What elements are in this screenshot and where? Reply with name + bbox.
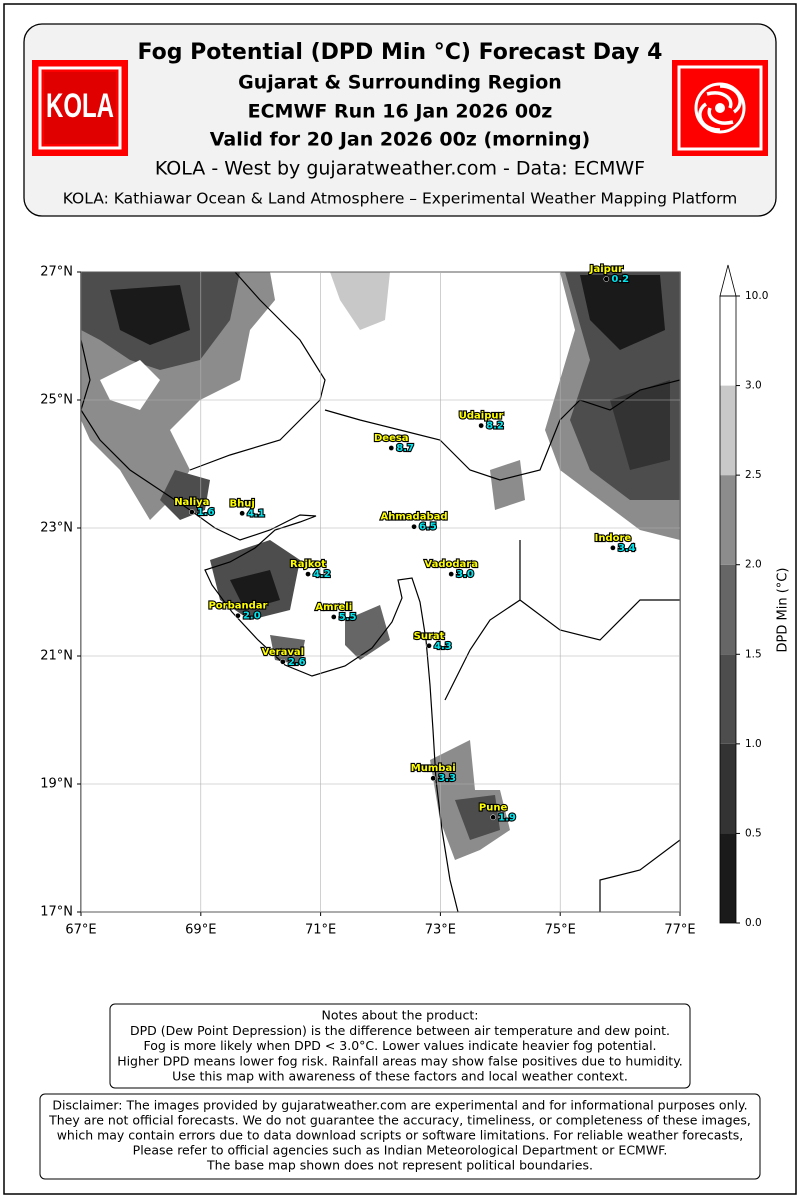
- city-value: 4.2: [313, 569, 331, 580]
- colorbar-bin: [720, 743, 736, 834]
- city-value: 5.5: [339, 612, 357, 623]
- colorbar-frame: [719, 295, 737, 924]
- city-name: Rajkot: [290, 559, 326, 570]
- colorbar-tick-label: 1.0: [745, 738, 762, 750]
- city-dot: [448, 571, 455, 577]
- colorbar-bin: [720, 654, 736, 744]
- platform: KOLA: Kathiawar Ocean & Land Atmosphere …: [63, 190, 738, 208]
- colorbar-bin: [720, 833, 736, 923]
- city-value: 8.7: [396, 443, 414, 454]
- x-tick-label: 75°E: [545, 923, 576, 938]
- colorbar-tick-label: 2.5: [745, 469, 762, 481]
- city-dot: [430, 775, 437, 782]
- city-dot: [239, 510, 245, 517]
- y-tick-label: 21°N: [40, 649, 73, 664]
- city-name: Udaipur: [459, 411, 504, 422]
- x-tick-label: 67°E: [65, 923, 96, 938]
- city-dot: [330, 614, 337, 620]
- city-value: 6.5: [419, 522, 437, 533]
- city-value: 3.0: [456, 569, 474, 580]
- x-tick-label: 71°E: [305, 923, 336, 938]
- colorbar-label: DPD Min (°C): [776, 568, 791, 653]
- right-logo: [672, 60, 768, 156]
- x-tick-label: 69°E: [185, 923, 216, 938]
- note-line: DPD (Dew Point Depression) is the differ…: [130, 1023, 670, 1038]
- city-name: Amreli: [315, 602, 352, 613]
- city-value: 8.2: [486, 421, 504, 432]
- disclaimer-box: [39, 1093, 761, 1180]
- note-line: Notes about the product:: [322, 1008, 479, 1023]
- city-dot: [388, 445, 395, 451]
- city-name: Mumbai: [411, 763, 456, 774]
- city-value: 3.4: [618, 543, 636, 554]
- disclaimer-line: Disclaimer: The images provided by gujar…: [52, 1098, 747, 1113]
- x-tick-label: 73°E: [425, 923, 456, 938]
- city-name: Indore: [595, 533, 632, 544]
- city-name: Pune: [479, 802, 508, 813]
- colorbar-tick-label: 0.0: [745, 917, 762, 929]
- fog-shading: [81, 272, 680, 912]
- city-dot: [490, 814, 496, 821]
- colorbar-bin: [720, 475, 736, 565]
- city-value: 2.6: [288, 657, 306, 668]
- note-line: Fog is more likely when DPD < 3.0°C. Low…: [143, 1038, 656, 1053]
- colorbar-bin: [720, 296, 736, 386]
- subtitle: ECMWF Run 16 Jan 2026 00z: [248, 101, 553, 123]
- colorbar-tick-label: 2.0: [745, 559, 762, 571]
- credit: KOLA - West by gujaratweather.com - Data…: [155, 158, 645, 180]
- city-value: 1.9: [498, 812, 516, 823]
- city-dot: [426, 642, 432, 649]
- city-dot: [305, 571, 311, 577]
- city-value: 3.3: [438, 773, 456, 784]
- city-dot: [188, 509, 195, 515]
- city-name: Deesa: [374, 433, 409, 444]
- disclaimer-line: Please refer to official agencies such a…: [133, 1143, 668, 1158]
- header-box: [23, 23, 777, 217]
- colorbar-tick-label: 1.5: [745, 648, 762, 660]
- city-dot: [478, 422, 484, 429]
- city-value: 1.6: [197, 507, 215, 518]
- y-tick-label: 25°N: [40, 393, 73, 408]
- note-line: Higher DPD means lower fog risk. Rainfal…: [117, 1053, 683, 1068]
- city-dot: [235, 612, 241, 619]
- notes-box: [109, 1003, 691, 1089]
- city-dot: [280, 658, 286, 665]
- city-value: 4.1: [247, 508, 265, 519]
- city-value: 4.3: [434, 641, 452, 652]
- city-name: Vadodara: [424, 559, 478, 570]
- colorbar-bin: [720, 564, 736, 655]
- y-tick-label: 19°N: [40, 777, 73, 792]
- title: Fog Potential (DPD Min °C) Forecast Day …: [138, 40, 663, 65]
- city-name: Porbandar: [208, 601, 267, 612]
- x-tick-label: 77°E: [664, 923, 695, 938]
- city-dot: [603, 276, 610, 282]
- city-value: 0.2: [611, 274, 629, 285]
- left-logo: KOLA: [32, 60, 128, 156]
- city-name: Jaipur: [589, 264, 623, 275]
- colorbar-bin: [720, 385, 736, 476]
- city-name: Bhuj: [229, 498, 254, 509]
- disclaimer-line: The base map shown does not represent po…: [206, 1158, 593, 1173]
- y-tick-label: 27°N: [40, 265, 73, 280]
- city-name: Naliya: [174, 497, 209, 508]
- logo-text: KOLA: [46, 87, 114, 125]
- city-dot: [610, 544, 616, 551]
- colorbar-tick-label: 3.0: [745, 380, 762, 392]
- colorbar-tick-label: 0.5: [745, 827, 762, 839]
- city-dot: [411, 523, 417, 530]
- y-tick-label: 17°N: [40, 905, 73, 920]
- disclaimer-line: which may contain errors due to data dow…: [57, 1128, 744, 1143]
- city-name: Veraval: [262, 647, 304, 658]
- y-tick-label: 23°N: [40, 521, 73, 536]
- colorbar-tick-label: 10.0: [745, 290, 768, 302]
- city-name: Ahmadabad: [381, 512, 448, 523]
- note-line: Use this map with awareness of these fac…: [172, 1069, 628, 1084]
- city-value: 2.0: [243, 611, 261, 622]
- subtitle: Valid for 20 Jan 2026 00z (morning): [210, 129, 590, 151]
- subtitle: Gujarat & Surrounding Region: [238, 72, 562, 94]
- city-name: Surat: [414, 631, 445, 642]
- disclaimer-line: They are not official forecasts. We do n…: [48, 1113, 751, 1128]
